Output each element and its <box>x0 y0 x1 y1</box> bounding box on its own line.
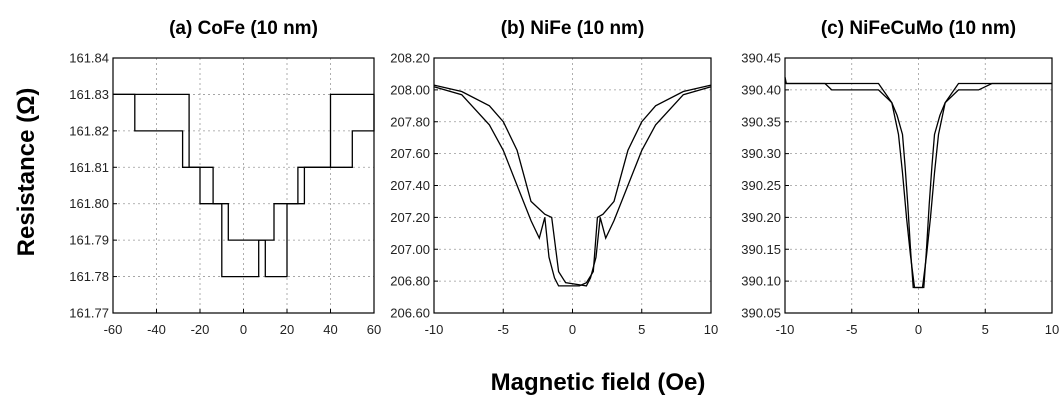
panel-3-ytick-label: 390.40 <box>741 82 781 97</box>
panel-2-ytick-label: 207.00 <box>390 242 430 257</box>
panel-2-xtick-label: -10 <box>425 322 444 337</box>
panel-3-ytick-label: 390.15 <box>741 242 781 257</box>
panel-3-frame <box>784 57 1053 314</box>
panel-2-ytick-label: 207.60 <box>390 146 430 161</box>
panel-1-series-1 <box>113 93 374 278</box>
panel-1-title: (a) CoFe (10 nm) <box>169 18 318 39</box>
panel-2-ytick-label: 206.60 <box>390 306 430 321</box>
panel-3-title: (c) NiFeCuMo (10 nm) <box>821 18 1016 39</box>
panel-3-ytick-label: 390.45 <box>741 51 781 66</box>
panel-1-xtick-label: 20 <box>280 322 294 337</box>
panel-1-ytick-label: 161.79 <box>69 233 109 248</box>
panel-2-ytick-label: 208.20 <box>390 51 430 66</box>
x-axis-label: Magnetic field (Oe) <box>491 369 706 396</box>
panel-1-xtick-label: 0 <box>240 322 247 337</box>
panel-2-xtick-label: 0 <box>569 322 576 337</box>
panel-2-ytick-label: 208.00 <box>390 82 430 97</box>
panel-3-series-1 <box>784 76 1052 289</box>
panel-1-ytick-label: 161.84 <box>69 51 109 66</box>
panel-3-ytick-label: 390.25 <box>741 178 781 193</box>
panel-1-xtick-label: -40 <box>147 322 166 337</box>
panel-1-xtick-label: 60 <box>367 322 381 337</box>
panel-3-ytick-label: 390.10 <box>741 274 781 289</box>
panel-2-series-2 <box>433 84 712 287</box>
panel-3-xtick-label: 5 <box>982 322 989 337</box>
panel-2-title: (b) NiFe (10 nm) <box>501 18 645 39</box>
panel-2-xtick-label: 10 <box>704 322 718 337</box>
panel-2-ytick-label: 207.40 <box>390 178 430 193</box>
panel-2-ytick-label: 207.80 <box>390 114 430 129</box>
panel-1-ytick-label: 161.81 <box>69 160 109 175</box>
y-axis-label: Resistance (Ω) <box>13 88 40 257</box>
panel-3-ytick-label: 390.20 <box>741 210 781 225</box>
panel-1-ytick-label: 161.78 <box>69 269 109 284</box>
panel-3-xtick-label: 10 <box>1045 322 1059 337</box>
panel-3-xtick-label: -10 <box>776 322 795 337</box>
panels: (a) CoFe (10 nm) 161.77 161.78 161.79 161.80… <box>69 18 1059 337</box>
panel-3-xtick-label: 0 <box>915 322 922 337</box>
panel-2-series-1 <box>433 84 712 287</box>
panel-2-xtick-label: -5 <box>497 322 509 337</box>
panel-3-ytick-label: 390.35 <box>741 114 781 129</box>
panel-2-xtick-label: 5 <box>638 322 645 337</box>
panel-1-xtick-label: -20 <box>191 322 210 337</box>
panel-3-series-2 <box>785 82 1052 289</box>
panel-3-ytick-label: 390.30 <box>741 146 781 161</box>
panel-3-ytick-label: 390.05 <box>741 306 781 321</box>
panel-2-ytick-label: 206.80 <box>390 274 430 289</box>
panel-1-ytick-label: 161.80 <box>69 196 109 211</box>
panel-3-xtick-label: -5 <box>846 322 858 337</box>
panel-1-ytick-label: 161.83 <box>69 87 109 102</box>
panel-1-ytick-label: 161.82 <box>69 123 109 138</box>
panel-1-series-2 <box>113 93 375 278</box>
panel-1-frame <box>112 57 375 314</box>
panel-3: (c) NiFeCuMo (10 nm) 390.05 390.10 390.15 39… <box>741 18 1059 337</box>
panel-2-frame <box>433 57 712 314</box>
panel-2-ytick-label: 207.20 <box>390 210 430 225</box>
panel-1-xtick-label: -60 <box>104 322 123 337</box>
panel-1-xtick-label: 40 <box>323 322 337 337</box>
panel-2: (b) NiFe (10 nm) 206.60 206.80 207.00 207.20… <box>390 18 718 337</box>
panel-1-ytick-label: 161.77 <box>69 306 109 321</box>
panel-1: (a) CoFe (10 nm) 161.77 161.78 161.79 161.80… <box>69 18 381 337</box>
